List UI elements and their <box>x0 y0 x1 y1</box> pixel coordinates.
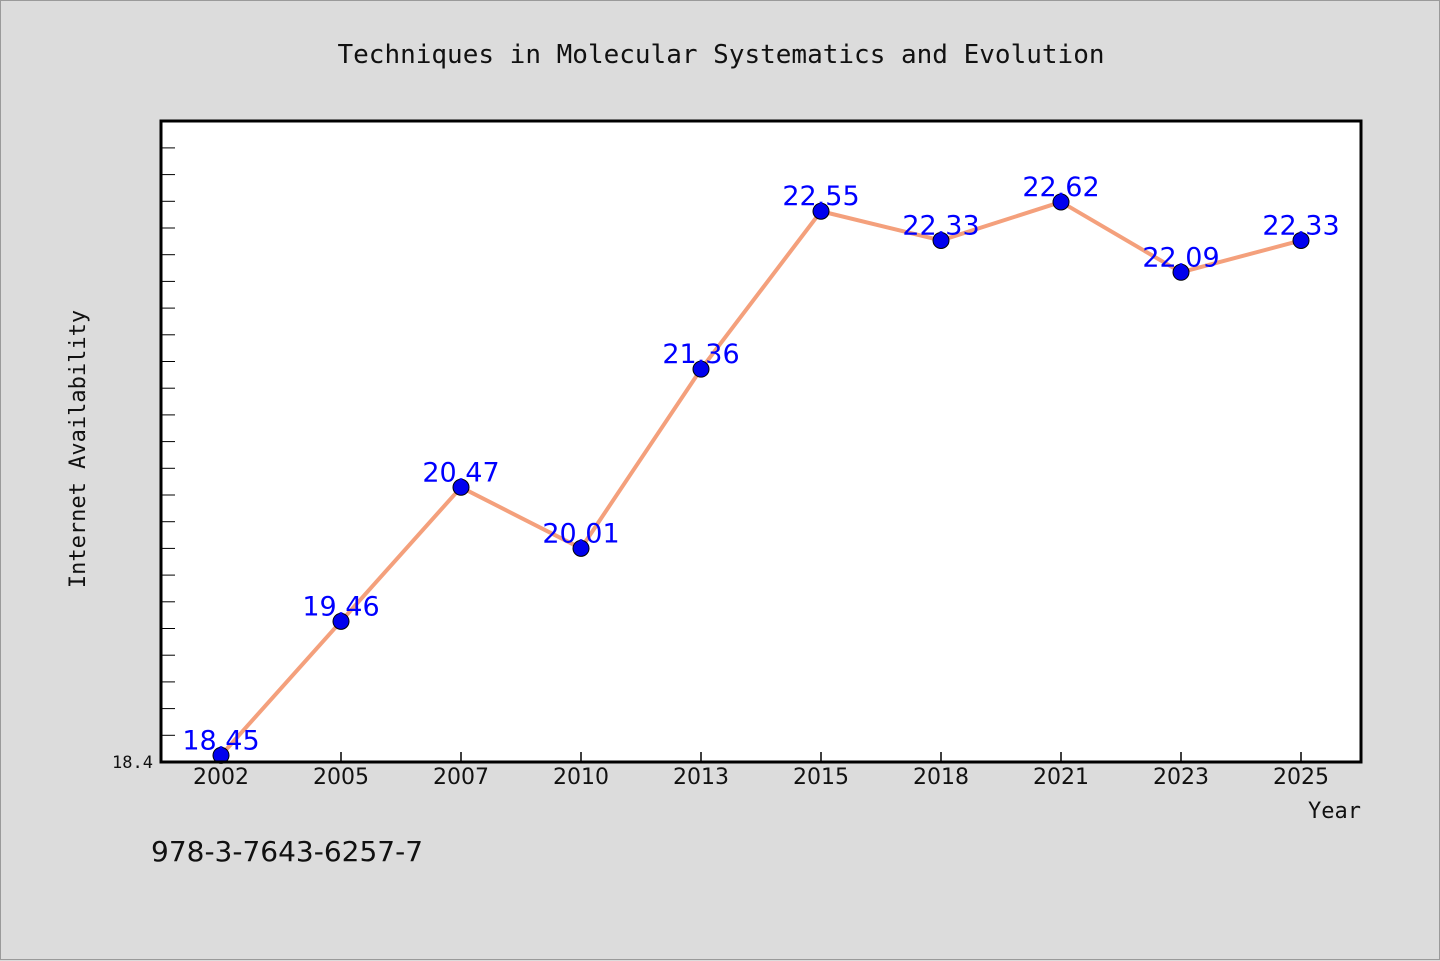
data-point <box>572 539 590 557</box>
y-tick-label: 18.4 <box>112 753 153 773</box>
chart-title: Techniques in Molecular Systematics and … <box>337 40 1104 70</box>
plot-area <box>161 121 1361 762</box>
data-point <box>1052 193 1070 211</box>
x-tick-label: 2018 <box>913 765 969 790</box>
data-label: 22.55 <box>782 181 859 212</box>
x-tick-label: 2005 <box>313 765 369 790</box>
data-label: 22.33 <box>902 210 979 241</box>
x-tick-label: 2013 <box>673 765 729 790</box>
data-point <box>1172 263 1190 281</box>
series-line <box>219 199 1302 757</box>
x-axis-ticks <box>220 752 1302 762</box>
data-point <box>1292 231 1310 249</box>
data-point <box>332 612 350 630</box>
data-label: 20.01 <box>542 518 619 549</box>
data-point <box>452 478 470 496</box>
x-tick-label: 2002 <box>193 765 249 790</box>
y-axis-tick-labels: 18.4 <box>112 753 153 773</box>
isbn-text: 978-3-7643-6257-7 <box>151 835 424 868</box>
x-tick-label: 2021 <box>1033 765 1089 790</box>
x-tick-label: 2007 <box>433 765 489 790</box>
x-axis-tick-labels: 2002 2005 2007 2010 2013 2015 2018 2021 2023 2025 <box>193 765 1329 790</box>
x-axis-label: Year <box>1308 799 1361 824</box>
x-tick-label: 2010 <box>553 765 609 790</box>
data-label: 19.46 <box>302 591 379 622</box>
data-label: 22.09 <box>1142 242 1219 273</box>
data-point <box>692 360 710 378</box>
x-tick-label: 2015 <box>793 765 849 790</box>
x-tick-label: 2025 <box>1273 765 1329 790</box>
data-label: 21.36 <box>662 339 739 370</box>
data-label: 20.47 <box>422 457 499 488</box>
y-axis-label: Internet Availability <box>66 310 91 588</box>
data-point <box>812 202 830 220</box>
data-label: 22.62 <box>1022 172 1099 203</box>
x-tick-label: 2023 <box>1153 765 1209 790</box>
plot-border <box>159 119 1363 764</box>
data-labels: 18.45 19.46 20.47 20.01 21.36 22.55 22.33 22.62… <box>182 172 1339 756</box>
data-point <box>932 231 950 249</box>
data-label: 22.33 <box>1262 210 1339 241</box>
data-label: 18.45 <box>182 725 259 756</box>
